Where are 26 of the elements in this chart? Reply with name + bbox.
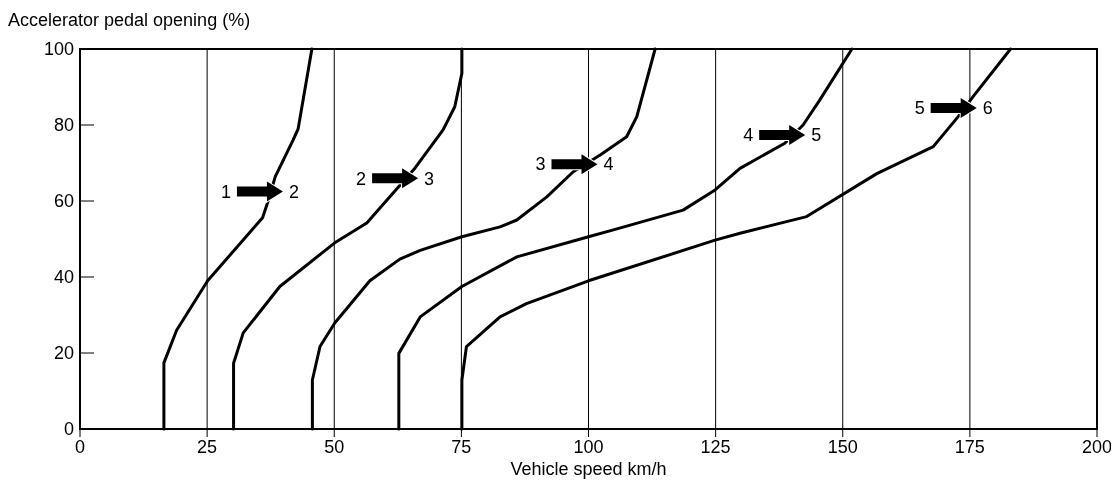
annotation: 4 xyxy=(743,125,754,146)
y-tick-label: 80 xyxy=(53,115,74,136)
annotation: 4 xyxy=(603,154,614,175)
y-tick-label: 60 xyxy=(53,191,74,212)
annotation: 5 xyxy=(914,98,925,119)
x-axis-title: Vehicle speed km/h xyxy=(510,459,667,479)
y-tick-label: 100 xyxy=(43,39,74,60)
annotation: 3 xyxy=(424,168,435,189)
annotation: 5 xyxy=(811,125,822,146)
y-tick-label: 0 xyxy=(63,419,74,440)
x-tick-label: 50 xyxy=(324,437,345,457)
x-tick-label: 75 xyxy=(451,437,472,457)
annotation: 3 xyxy=(535,154,546,175)
x-tick-label: 200 xyxy=(1081,437,1113,457)
annotation: 1 xyxy=(220,181,231,202)
y-axis-title: Accelerator pedal opening (%) xyxy=(8,10,251,30)
x-tick-label: 150 xyxy=(827,437,858,457)
annotation: 6 xyxy=(982,98,993,119)
annotation: 2 xyxy=(288,181,299,202)
y-tick-label: 40 xyxy=(53,267,74,288)
y-tick-label: 20 xyxy=(53,343,74,364)
x-tick-label: 125 xyxy=(700,437,731,457)
x-tick-label: 25 xyxy=(197,437,218,457)
annotation: 2 xyxy=(356,168,367,189)
x-tick-label: 175 xyxy=(954,437,985,457)
x-tick-label: 100 xyxy=(573,437,604,457)
